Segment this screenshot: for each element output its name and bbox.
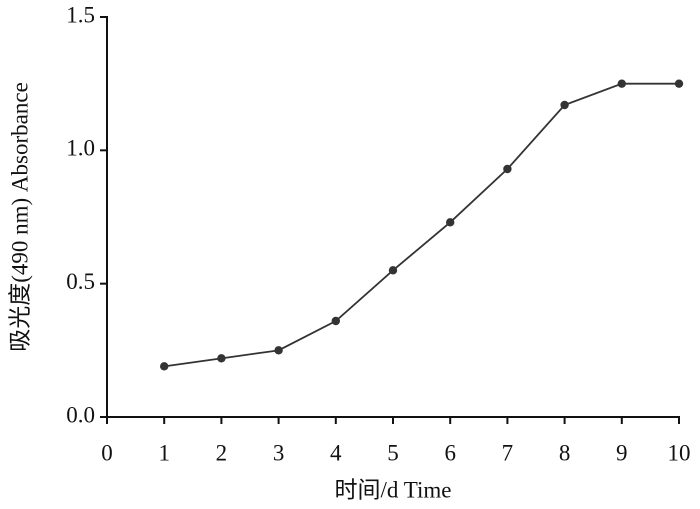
y-tick-label: 0.0: [66, 402, 95, 427]
data-point: [617, 79, 626, 88]
x-tick-label: 10: [668, 440, 691, 465]
x-axis-label: 时间/d Time: [335, 477, 452, 502]
data-point: [446, 218, 455, 227]
data-point: [217, 354, 226, 363]
data-point: [274, 346, 283, 355]
y-tick-label: 1.5: [66, 2, 95, 27]
x-tick-label: 1: [158, 440, 170, 465]
data-point: [560, 100, 569, 110]
x-tick-label: 5: [387, 440, 399, 465]
data-line: [164, 82, 679, 368]
data-point: [674, 79, 684, 88]
y-tick-label: 1.0: [66, 136, 95, 161]
data-point: [331, 316, 340, 326]
data-point: [160, 362, 169, 371]
y-axis-label: 吸光度(490 nm) Absorbance: [7, 82, 32, 352]
x-tick-label: 2: [216, 440, 228, 465]
data-point: [388, 266, 398, 275]
data-point: [503, 164, 512, 174]
y-tick-label: 0.5: [66, 269, 95, 294]
x-tick-label: 9: [616, 440, 628, 465]
x-tick-label: 3: [273, 440, 285, 465]
x-tick-label: 6: [444, 440, 456, 465]
x-tick-label: 8: [559, 440, 571, 465]
x-tick-label: 4: [330, 440, 342, 465]
x-tick-label: 0: [101, 440, 113, 465]
x-tick-label: 7: [502, 440, 514, 465]
